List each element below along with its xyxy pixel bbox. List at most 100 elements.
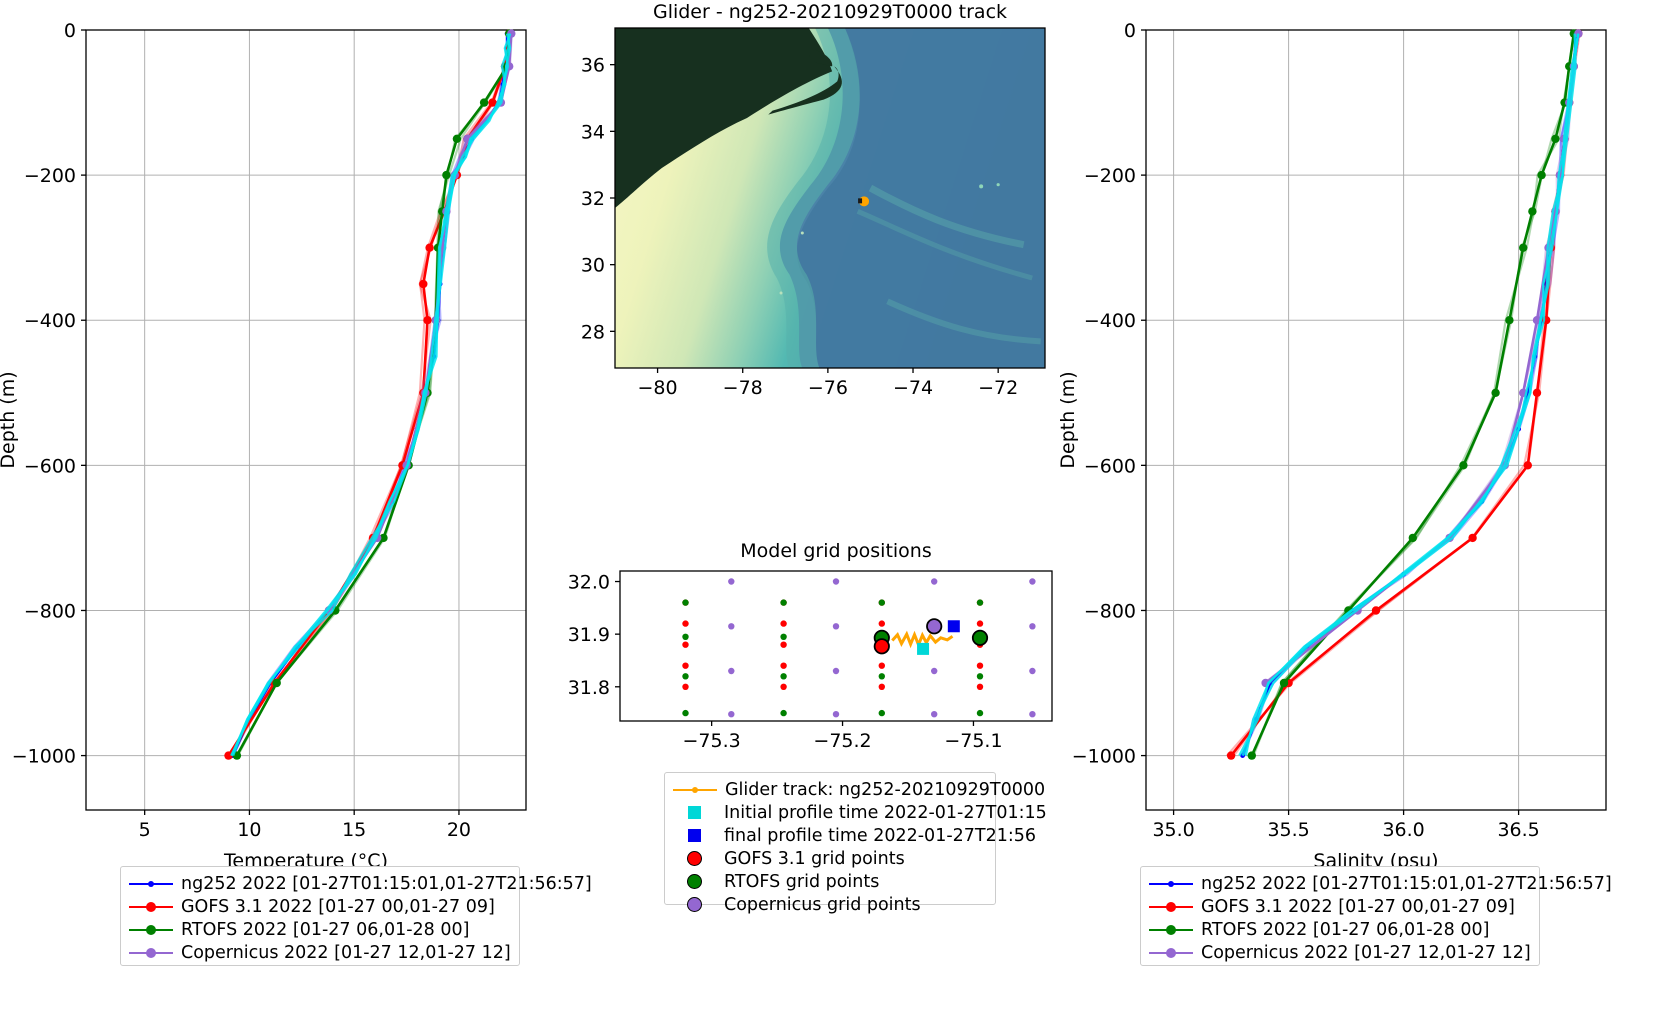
map-x-tick-label: −72	[978, 377, 1018, 399]
x-tick-label: 15	[342, 819, 366, 841]
x-tick-label: 20	[447, 819, 471, 841]
temperature-legend: ng252 2022 [01-27T01:15:01,01-27T21:56:5…	[120, 866, 592, 966]
legend-label: Copernicus 2022 [01-27 12,01-27 12]	[1201, 942, 1531, 963]
legend-label: GOFS 3.1 2022 [01-27 00,01-27 09]	[1201, 896, 1515, 917]
nearest-grid-point	[971, 629, 989, 646]
square-marker-icon	[688, 829, 701, 842]
series-marker	[224, 751, 233, 760]
legend-label: Copernicus 2022 [01-27 12,01-27 12]	[181, 942, 511, 963]
legend-item: RTOFS grid points	[673, 870, 987, 893]
grid-point	[931, 578, 938, 585]
grid-point	[1029, 667, 1036, 675]
square-marker-icon	[688, 806, 701, 819]
legend-item: final profile time 2022-01-27T21:56	[673, 824, 1036, 847]
series-marker	[479, 98, 489, 107]
grid-point	[780, 599, 787, 606]
grid-y-tick-label: 31.9	[568, 624, 610, 646]
glider-track-map-panel: Glider - ng252-20210929T0000 track −80 −78…	[560, 0, 1060, 400]
map-x-tick-label: −74	[893, 377, 933, 399]
map-y-tick-label: 36	[581, 55, 605, 77]
legend-item: GOFS 3.1 grid points	[673, 847, 987, 870]
series-marker	[1459, 461, 1468, 470]
series-marker	[1247, 751, 1256, 760]
grid-point	[728, 623, 735, 630]
grid-point	[780, 633, 787, 640]
axes-frame	[85, 29, 527, 811]
glider-track-map: Glider - ng252-20210929T0000 track −80 −78…	[581, 1, 1046, 399]
legend-item: Initial profile time 2022-01-27T01:15	[673, 801, 1047, 824]
map-y-tick-label: 32	[581, 188, 605, 210]
y-axis-label: Depth (m)	[0, 371, 19, 468]
y-tick-label: −400	[24, 310, 76, 332]
map-y-tick-label: 34	[581, 121, 605, 143]
legend-label: Glider track: ng252-20210929T0000	[725, 779, 1046, 800]
salinity-legend: ng252 2022 [01-27T01:15:01,01-27T21:56:5…	[1140, 866, 1612, 966]
model-grid-chart: Model grid positions −75.3 −75.2 −75.1 31.8 3…	[568, 540, 1053, 752]
grid-x-tick-label: −75.3	[683, 730, 741, 752]
grid-point	[682, 662, 689, 669]
x-tick-label: 10	[237, 819, 261, 841]
grid-point	[931, 667, 938, 675]
grid-point	[1029, 623, 1036, 630]
grid-title: Model grid positions	[740, 540, 932, 562]
legend-label: GOFS 3.1 grid points	[724, 848, 905, 869]
series-marker	[1528, 207, 1537, 216]
line-marker-icon	[1149, 921, 1193, 939]
series-marker	[1523, 461, 1532, 470]
grid-point	[832, 578, 840, 585]
nearest-grid-point	[926, 618, 943, 635]
grid-point	[682, 709, 689, 717]
glider-track-line	[891, 630, 954, 649]
grid-point	[976, 673, 984, 680]
grid-point	[976, 662, 984, 669]
series-marker	[1371, 606, 1381, 615]
grid-point	[832, 711, 840, 718]
map-y-tick-label: 30	[581, 255, 605, 277]
series-marker	[1226, 751, 1236, 760]
legend-item: RTOFS 2022 [01-27 06,01-28 00]	[1149, 918, 1531, 941]
series-marker	[1519, 243, 1528, 252]
series-marker	[419, 279, 428, 289]
line-marker-icon	[129, 875, 173, 893]
temperature-profile-panel: 5 10 15 20 0 −200 −400 −600 −800 −1000 Temperature…	[0, 0, 540, 872]
line-marker-icon	[1149, 898, 1193, 916]
model-grid-legend: Glider track: ng252-20210929T0000 Initia…	[664, 772, 1047, 915]
map-raster	[615, 28, 1045, 368]
map-x-tick-label: −76	[808, 377, 848, 399]
grid-point	[780, 620, 787, 627]
legend-label: Copernicus grid points	[724, 894, 921, 915]
grid-point	[878, 683, 885, 690]
series-marker	[379, 533, 388, 543]
y-tick-label: −200	[24, 165, 76, 187]
model-grid-panel: Model grid positions −75.3 −75.2 −75.1 31.8 3…	[560, 535, 1070, 770]
series-marker	[452, 134, 462, 143]
grid-point	[976, 620, 984, 627]
grid-point	[780, 662, 787, 669]
x-tick-label: 36.5	[1497, 819, 1539, 841]
series-line	[1250, 33, 1576, 757]
line-marker-icon	[129, 898, 173, 916]
glider-ensemble-line	[1244, 33, 1580, 756]
series-marker	[1537, 170, 1546, 180]
grid-point	[976, 683, 984, 690]
x-tick-label: 35.0	[1152, 819, 1194, 841]
line-marker-icon	[673, 781, 717, 799]
legend-label: RTOFS 2022 [01-27 06,01-28 00]	[181, 919, 470, 940]
line-marker-icon	[129, 921, 173, 939]
x-tick-label: 36.0	[1382, 819, 1424, 841]
y-tick-label: −1000	[1072, 746, 1136, 768]
series-marker	[442, 170, 451, 180]
grid-point	[682, 641, 689, 648]
y-tick-label: −600	[24, 455, 76, 477]
landmass	[615, 28, 833, 208]
map-x-tick-label: −80	[638, 377, 678, 399]
series-marker	[423, 316, 432, 325]
y-axis-label: Depth (m)	[1057, 371, 1079, 468]
line-marker-icon	[1149, 944, 1193, 962]
glider-ensemble-line	[231, 33, 511, 757]
x-tick-label: 35.5	[1267, 819, 1309, 841]
series-marker	[272, 678, 281, 688]
legend-item: Copernicus grid points	[673, 893, 987, 916]
grid-point	[728, 578, 735, 585]
series-marker	[1574, 29, 1583, 38]
